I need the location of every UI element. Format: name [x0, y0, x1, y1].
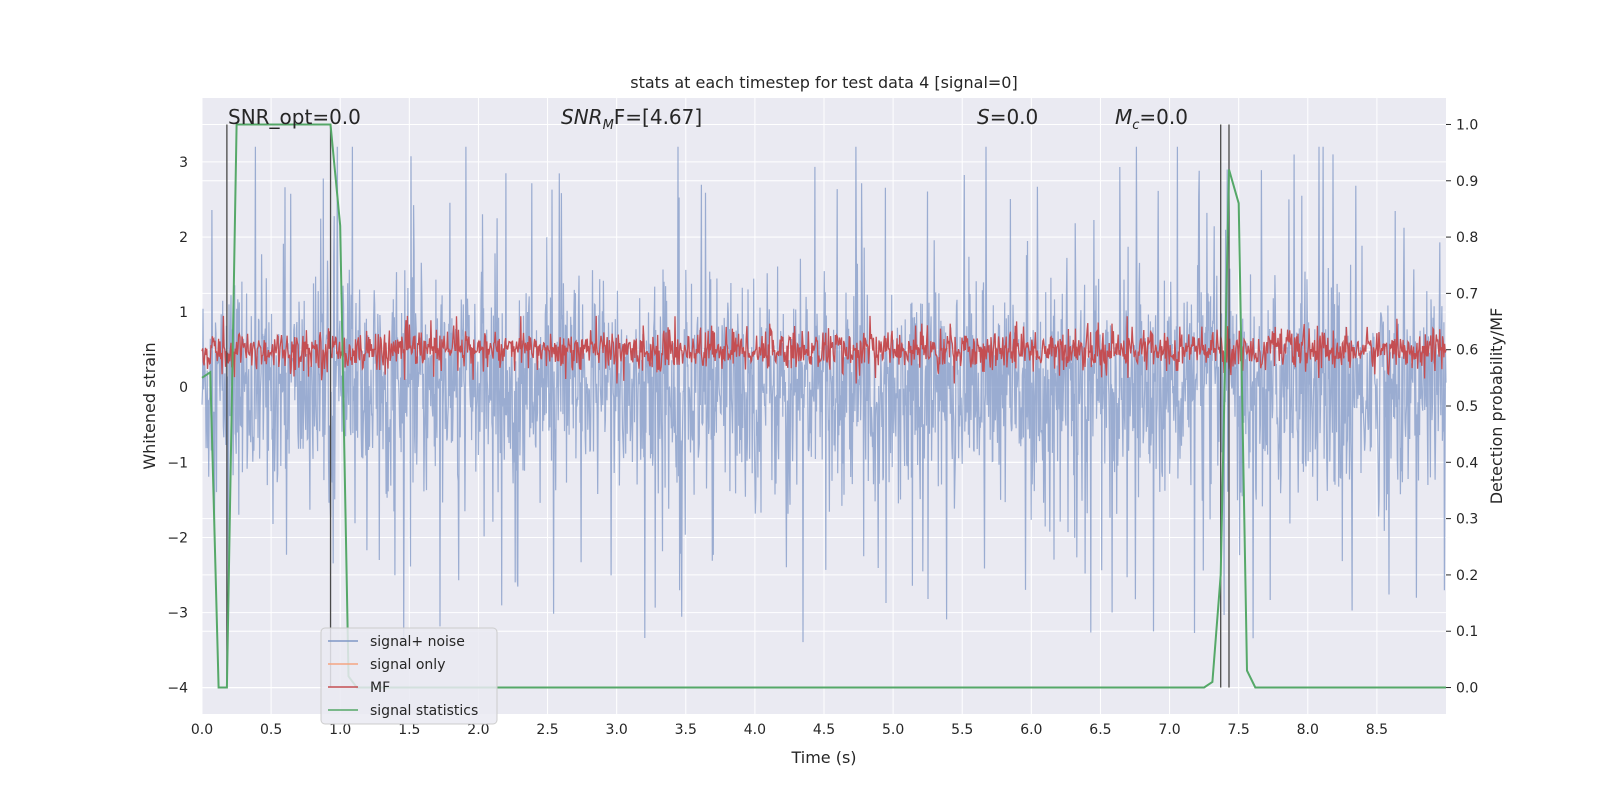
x-tick-label: 6.5 — [1089, 722, 1111, 738]
y-tick-label: −3 — [167, 606, 188, 622]
x-tick-label: 5.5 — [951, 722, 973, 738]
x-tick-label: 1.0 — [329, 722, 351, 738]
signal-noise-series — [201, 146, 1447, 643]
annotation-s: S=0.0 — [977, 105, 1038, 129]
annotation-s-symbol: S — [977, 105, 990, 129]
y2-tick-label: 0.6 — [1456, 343, 1478, 359]
x-tick-label: 0.5 — [260, 722, 282, 738]
legend-label-signal-only: signal only — [370, 657, 445, 673]
y-tick-label: 3 — [179, 155, 188, 171]
mf-line — [201, 315, 1447, 384]
x-tick-label: 3.0 — [606, 722, 628, 738]
x-tick-label: 4.5 — [813, 722, 835, 738]
y2-tick-label: 0.0 — [1456, 681, 1478, 697]
y-axis-ticks: 3 2 1 0 −1 −2 −3 −4 — [167, 155, 188, 697]
y2-tick-label: 0.5 — [1456, 399, 1478, 415]
annotation-mc: Mc=0.0 — [1115, 105, 1188, 133]
x-tick-label: 4.0 — [744, 722, 766, 738]
annotation-mc-main: M — [1115, 105, 1132, 129]
y2-axis-label: Detection probability/MF — [1487, 308, 1506, 505]
y2-axis-ticks: 1.0 0.9 0.8 0.7 0.6 0.5 0.4 0.3 0.2 0.1 0.0 — [1446, 117, 1478, 697]
annotation-mc-value: =0.0 — [1139, 105, 1188, 129]
y2-tick-label: 0.7 — [1456, 286, 1478, 302]
y2-tick-label: 0.9 — [1456, 174, 1478, 190]
y2-tick-label: 1.0 — [1456, 117, 1478, 133]
x-tick-label: 8.5 — [1366, 722, 1388, 738]
x-axis-ticks: 0.0 0.5 1.0 1.5 2.0 2.5 3.0 3.5 4.0 4.5 5.0 5.5 6.0 6… — [191, 722, 1388, 738]
y2-tick-label: 0.8 — [1456, 230, 1478, 246]
x-tick-label: 3.5 — [675, 722, 697, 738]
y-tick-label: −4 — [167, 681, 188, 697]
legend-label-signal-noise: signal+ noise — [370, 634, 465, 650]
x-tick-label: 1.5 — [398, 722, 420, 738]
x-tick-label: 6.0 — [1020, 722, 1042, 738]
y-tick-label: −2 — [167, 530, 188, 546]
x-tick-label: 7.0 — [1158, 722, 1180, 738]
y-tick-label: −1 — [167, 455, 188, 471]
chart-title: stats at each timestep for test data 4 [… — [630, 73, 1017, 92]
y-tick-label: 1 — [179, 305, 188, 321]
y-tick-label: 0 — [179, 380, 188, 396]
x-tick-label: 5.0 — [882, 722, 904, 738]
legend-label-signal-statistics: signal statistics — [370, 703, 478, 719]
annotation-snr-opt: SNR_opt=0.0 — [228, 105, 361, 129]
legend-box — [320, 627, 498, 725]
x-tick-label: 8.0 — [1297, 722, 1319, 738]
annotation-mc-sub: c — [1132, 118, 1139, 133]
y2-tick-label: 0.2 — [1456, 568, 1478, 584]
y2-tick-label: 0.4 — [1456, 455, 1478, 471]
mf-series — [201, 315, 1447, 384]
annotation-snr-mf-rest: F=[4.67] — [614, 105, 702, 129]
x-axis-label: Time (s) — [790, 748, 856, 767]
annotation-s-value: =0.0 — [990, 105, 1039, 129]
signal-noise-line — [201, 146, 1447, 643]
annotation-snr-mf-sub: M — [603, 118, 614, 133]
annotation-snr-mf: SNRMF=[4.67] — [561, 105, 702, 133]
y2-tick-label: 0.1 — [1456, 624, 1478, 640]
x-tick-label: 7.5 — [1228, 722, 1250, 738]
x-tick-label: 0.0 — [191, 722, 213, 738]
annotation-snr-mf-main: SNR — [561, 105, 603, 129]
y-tick-label: 2 — [179, 230, 188, 246]
x-tick-label: 2.0 — [467, 722, 489, 738]
legend: signal+ noise signal only MF signal stat… — [320, 627, 498, 725]
legend-label-mf: MF — [370, 680, 390, 696]
y2-tick-label: 0.3 — [1456, 512, 1478, 528]
x-tick-label: 2.5 — [536, 722, 558, 738]
y-axis-label: Whitened strain — [140, 342, 159, 469]
